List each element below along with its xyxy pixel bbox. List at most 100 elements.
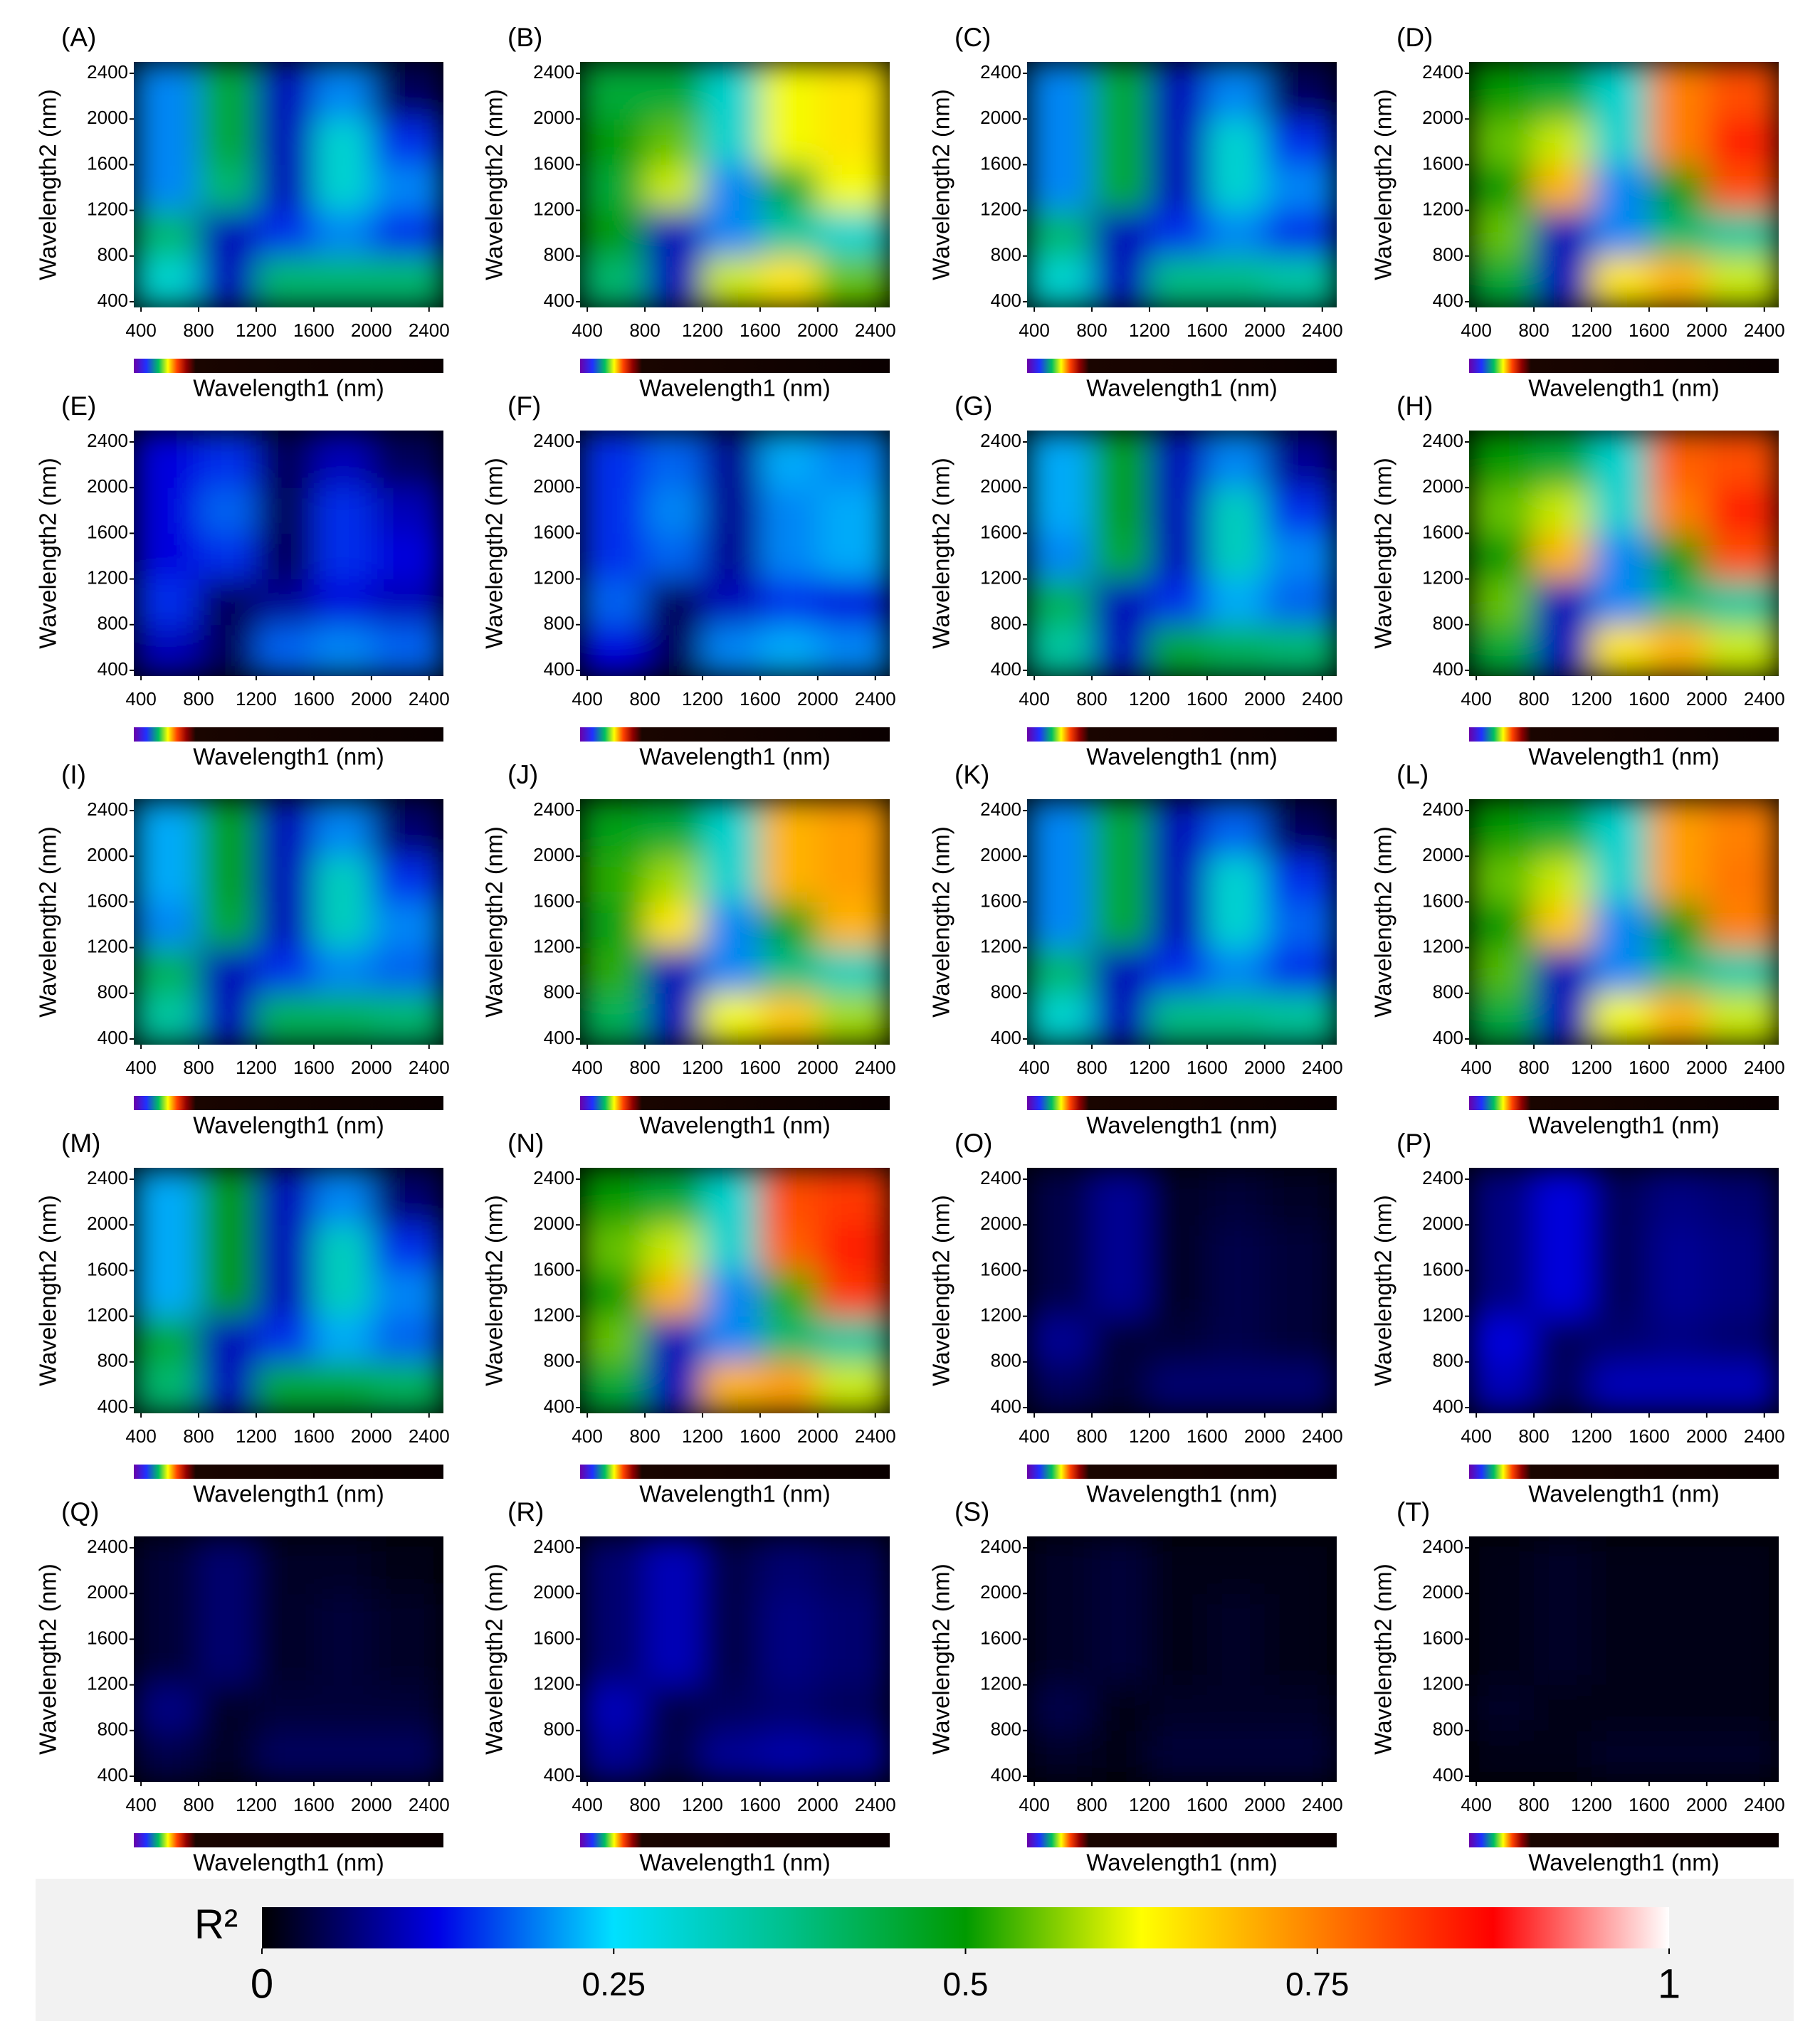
heatmap-cell: [1264, 579, 1337, 626]
heatmap-cell: [313, 1270, 372, 1317]
heatmap-cell: [580, 431, 646, 488]
heatmap-cell: [1206, 624, 1266, 676]
plot-area: [1027, 431, 1337, 676]
heatmap-cell: [1534, 1316, 1592, 1363]
colorbar-tick-label: 0.75: [1285, 1966, 1350, 2003]
heatmap-cell: [313, 533, 372, 580]
x-tick-label: 2000: [351, 1057, 392, 1078]
heatmap-cell: [199, 856, 257, 902]
heatmap-cell: [313, 1225, 372, 1271]
x-tick-label: 1200: [1129, 688, 1170, 709]
heatmap-cells: [1469, 1168, 1779, 1413]
heatmap-panel: 400 800 1200 1600 2000 2400 400 800 1200 1600 2000…: [481, 391, 896, 770]
heatmap-cell: [1149, 62, 1208, 120]
heatmap-cell: [759, 902, 819, 949]
y-tick-label: 2000: [1422, 1213, 1463, 1234]
heatmap-cell: [1206, 1684, 1266, 1731]
heatmap-cell: [134, 62, 199, 120]
heatmap-cell: [313, 487, 372, 534]
heatmap-cell: [1534, 255, 1592, 307]
heatmap-cell: [702, 1225, 761, 1271]
spectrum-strip: [580, 1833, 890, 1847]
heatmap-cell: [1469, 1316, 1535, 1363]
y-tick-label: 400: [991, 1396, 1021, 1417]
heatmap-cell: [1092, 799, 1150, 857]
x-tick-label: 800: [1076, 1425, 1107, 1447]
y-tick-label: 800: [98, 244, 128, 265]
heatmap-cell: [199, 624, 257, 676]
y-tick-label: 2000: [1422, 844, 1463, 865]
y-tick-label: 2000: [87, 107, 128, 128]
x-axis-label: Wavelength1 (nm): [1528, 1112, 1719, 1139]
heatmap-cell: [817, 947, 890, 994]
heatmap-cell: [1469, 164, 1535, 211]
heatmap-cell: [1591, 856, 1650, 902]
heatmap-cell: [702, 1684, 761, 1731]
heatmap-cell: [1264, 1730, 1337, 1782]
heatmap-panel: 400 800 1200 1600 2000 2400 400 800 1200 1600 2000…: [1370, 1129, 1785, 1507]
heatmap-cell: [1591, 210, 1650, 257]
y-tick-label: 1600: [87, 1258, 128, 1280]
heatmap-cell: [817, 487, 890, 534]
x-axis-label: Wavelength1 (nm): [639, 375, 830, 401]
x-tick-label: 2400: [1302, 688, 1343, 709]
heatmap-cell: [1469, 579, 1535, 626]
heatmap-cell: [1648, 62, 1708, 120]
heatmap-cell: [256, 1730, 315, 1782]
heatmap-cell: [1149, 1225, 1208, 1271]
x-tick-label: 1200: [1571, 688, 1612, 709]
x-tick-label: 800: [629, 688, 660, 709]
heatmap-cell: [1264, 1684, 1337, 1731]
heatmap-cell: [1534, 1639, 1592, 1686]
plot-area: [1027, 799, 1337, 1045]
y-tick-label: 1200: [980, 1304, 1021, 1325]
heatmap-cell: [645, 164, 703, 211]
heatmap-cell: [1469, 1168, 1535, 1225]
y-tick-label: 2000: [980, 107, 1021, 128]
heatmap-cell: [1149, 579, 1208, 626]
x-tick-label: 800: [183, 1057, 214, 1078]
heatmap-cell: [1648, 993, 1708, 1045]
heatmap-cell: [134, 533, 199, 580]
spectrum-strip: [580, 727, 890, 742]
y-tick-label: 800: [991, 1719, 1021, 1740]
heatmap-cell: [1534, 1361, 1592, 1413]
heatmap-panel: 400 800 1200 1600 2000 2400 400 800 1200 1600 2000…: [35, 760, 450, 1139]
y-tick-label: 800: [98, 613, 128, 634]
x-axis-label: Wavelength1 (nm): [1086, 744, 1277, 770]
spectrum-strip: [1027, 359, 1337, 373]
heatmap-cell: [199, 799, 257, 857]
heatmap-cell: [1469, 993, 1535, 1045]
heatmap-cell: [1469, 1593, 1535, 1640]
y-tick-label: 2400: [1422, 798, 1463, 820]
panel-label: (F): [507, 391, 541, 421]
heatmap-cell: [702, 119, 761, 165]
y-tick-label: 2000: [1422, 475, 1463, 497]
heatmap-cell: [580, 856, 646, 902]
heatmap-cell: [1534, 1684, 1592, 1731]
heatmap-cell: [256, 1593, 315, 1640]
heatmap-cell: [199, 1316, 257, 1363]
y-tick-label: 1600: [1422, 152, 1463, 174]
heatmap-cell: [313, 62, 372, 120]
heatmap-cell: [256, 62, 315, 120]
heatmap-cell: [702, 624, 761, 676]
colorbar-panel: [36, 1879, 1794, 2021]
spectrum-strip: [580, 1096, 890, 1110]
heatmap-cell: [1648, 255, 1708, 307]
y-axis-label: Wavelength2 (nm): [928, 1563, 954, 1754]
x-tick-label: 2400: [409, 1794, 450, 1815]
heatmap-cell: [371, 1684, 443, 1731]
heatmap-cell: [1648, 210, 1708, 257]
x-tick-label: 2000: [1686, 320, 1727, 341]
heatmap-cell: [817, 119, 890, 165]
heatmap-cell: [1706, 1730, 1779, 1782]
heatmap-cell: [1264, 624, 1337, 676]
heatmap-cell: [371, 1593, 443, 1640]
y-tick-label: 1200: [980, 198, 1021, 219]
x-tick-label: 1600: [740, 1425, 781, 1447]
y-tick-label: 1200: [1422, 566, 1463, 588]
heatmap-cell: [702, 1639, 761, 1686]
heatmap-cell: [1206, 993, 1266, 1045]
spectrum-strip: [1027, 1465, 1337, 1479]
